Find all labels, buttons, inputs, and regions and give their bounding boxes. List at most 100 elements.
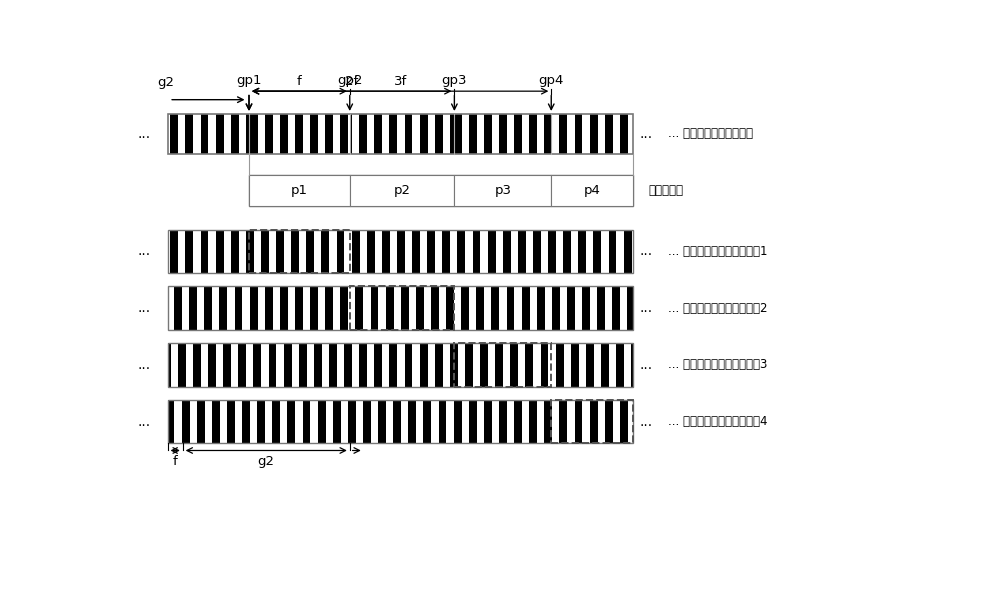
Bar xyxy=(469,400,477,443)
Bar xyxy=(359,343,367,387)
Bar xyxy=(435,343,443,387)
Bar xyxy=(185,230,193,273)
Bar xyxy=(238,343,246,387)
Bar xyxy=(420,114,428,154)
Bar xyxy=(563,230,571,273)
Bar xyxy=(499,400,507,443)
Text: 3f: 3f xyxy=(394,75,407,88)
Bar xyxy=(299,343,307,387)
Bar xyxy=(295,114,303,154)
Bar xyxy=(306,230,314,273)
Bar xyxy=(168,286,633,330)
Text: ...: ... xyxy=(138,414,151,429)
Text: ...: ... xyxy=(138,244,151,258)
Bar xyxy=(597,286,605,330)
Bar xyxy=(605,400,613,443)
Bar xyxy=(556,343,564,387)
Bar xyxy=(559,114,567,154)
Bar xyxy=(249,176,633,206)
Bar xyxy=(204,286,212,330)
Bar xyxy=(435,114,443,154)
Bar xyxy=(450,343,458,387)
Text: g2: g2 xyxy=(158,76,175,89)
Bar xyxy=(544,400,552,443)
Bar xyxy=(605,114,613,154)
Bar xyxy=(582,286,590,330)
Bar xyxy=(389,114,397,154)
Text: ... 传统吸收光栅移动到位置4: ... 传统吸收光栅移动到位置4 xyxy=(668,415,767,428)
Bar xyxy=(559,400,567,443)
Bar xyxy=(265,286,273,330)
Bar xyxy=(567,286,575,330)
Text: gp4: gp4 xyxy=(539,74,564,87)
Text: 2f: 2f xyxy=(345,75,358,88)
Bar xyxy=(393,400,401,443)
Bar xyxy=(420,343,428,387)
Bar xyxy=(454,343,551,387)
Bar xyxy=(287,400,295,443)
Text: ...: ... xyxy=(639,301,652,315)
Bar xyxy=(208,343,216,387)
Bar xyxy=(168,286,633,330)
Bar xyxy=(235,286,242,330)
Bar xyxy=(454,114,462,154)
Bar xyxy=(212,400,220,443)
Text: ...: ... xyxy=(138,358,151,372)
Bar xyxy=(348,400,356,443)
Bar xyxy=(442,230,450,273)
Bar xyxy=(174,286,182,330)
Bar xyxy=(405,114,412,154)
Bar xyxy=(250,114,258,154)
Bar xyxy=(544,114,551,154)
Text: p2: p2 xyxy=(394,184,411,197)
Bar xyxy=(280,286,288,330)
Bar xyxy=(551,400,633,443)
Bar xyxy=(484,114,492,154)
Bar xyxy=(548,230,556,273)
Bar xyxy=(529,400,537,443)
Bar xyxy=(374,114,382,154)
Bar xyxy=(170,114,178,154)
Bar xyxy=(450,114,454,154)
Bar xyxy=(227,400,235,443)
Text: ...: ... xyxy=(639,358,652,372)
Bar xyxy=(593,230,601,273)
Bar xyxy=(265,114,273,154)
Bar xyxy=(476,286,484,330)
Bar xyxy=(473,230,480,273)
Bar xyxy=(321,230,329,273)
Bar xyxy=(201,114,208,154)
Bar xyxy=(185,114,193,154)
Bar xyxy=(551,176,633,206)
Bar xyxy=(272,400,280,443)
Bar xyxy=(340,286,348,330)
Bar xyxy=(423,400,431,443)
Bar xyxy=(257,400,265,443)
Bar xyxy=(314,343,322,387)
Bar xyxy=(552,286,560,330)
Bar xyxy=(631,343,633,387)
Text: gp2: gp2 xyxy=(337,74,362,87)
Bar xyxy=(280,114,288,154)
Bar xyxy=(446,286,454,330)
Bar xyxy=(178,343,186,387)
Bar xyxy=(303,400,310,443)
Bar xyxy=(269,343,276,387)
Bar xyxy=(329,343,337,387)
Bar xyxy=(197,400,205,443)
Text: f: f xyxy=(173,455,178,468)
Bar xyxy=(189,286,197,330)
Bar xyxy=(249,176,350,206)
Bar xyxy=(231,114,239,154)
Bar xyxy=(350,176,454,206)
Bar xyxy=(484,400,492,443)
Bar xyxy=(363,400,371,443)
Text: p3: p3 xyxy=(494,184,511,197)
Bar xyxy=(168,400,633,443)
Bar xyxy=(397,230,405,273)
Bar xyxy=(352,230,360,273)
Bar xyxy=(168,230,633,273)
Text: ...: ... xyxy=(138,127,151,141)
Bar xyxy=(246,114,249,154)
Bar xyxy=(374,343,382,387)
